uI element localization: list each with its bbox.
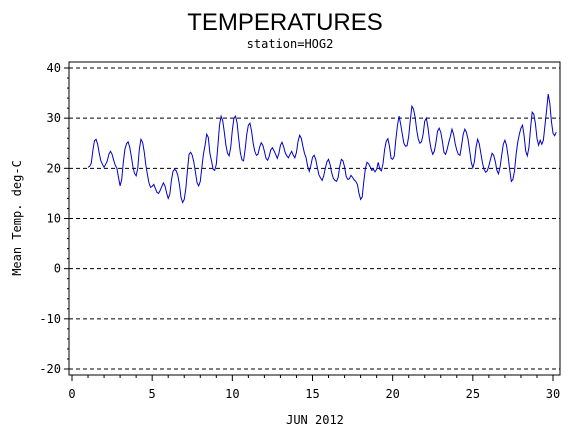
y-tick-label: 30	[47, 111, 61, 125]
y-axis-label: Mean Temp. deg-C	[10, 160, 24, 276]
y-tick-label: -10	[39, 312, 61, 326]
x-tick-label: 25	[466, 387, 480, 401]
y-axis: -20 -10 0 10 20 30 40	[39, 61, 69, 376]
temperature-series-line	[88, 94, 556, 202]
y-tick-label: 0	[54, 262, 61, 276]
y-tick-label: 40	[47, 61, 61, 75]
x-tick-label: 0	[68, 387, 75, 401]
y-tick-label: -20	[39, 362, 61, 376]
gridlines	[69, 68, 560, 369]
x-tick-label: 15	[305, 387, 319, 401]
x-tick-label: 5	[149, 387, 156, 401]
x-tick-label: 20	[385, 387, 399, 401]
x-tick-label: 10	[225, 387, 239, 401]
chart-title: TEMPERATURES	[187, 9, 383, 36]
chart-subtitle: station=HOG2	[247, 37, 334, 51]
y-tick-label: 20	[47, 161, 61, 175]
x-axis-label: JUN 2012	[286, 413, 344, 427]
x-tick-label: 30	[546, 387, 560, 401]
y-tick-label: 10	[47, 212, 61, 226]
x-axis: 0 5 10 15 20 25 30	[68, 375, 560, 401]
